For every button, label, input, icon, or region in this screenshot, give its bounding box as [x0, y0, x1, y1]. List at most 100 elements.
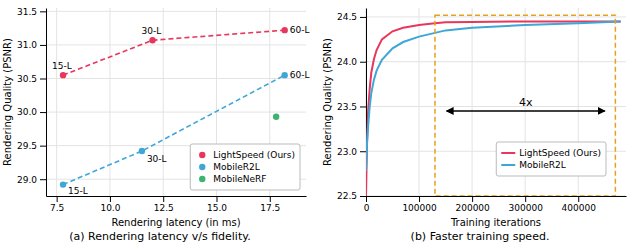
panel: 010000020000030000040000022.523.023.524.… [322, 8, 627, 243]
legend-item: LightSpeed (Ours) [501, 148, 601, 158]
series-point [281, 72, 287, 78]
legend-swatch [199, 176, 205, 182]
y-tick-label: 23.0 [337, 147, 357, 157]
series-point [281, 27, 287, 33]
y-tick-label: 31.5 [17, 7, 37, 17]
x-tick-label: 200000 [455, 203, 490, 213]
point-label: 60-L [290, 70, 310, 80]
legend-swatch [501, 164, 515, 166]
series-point [149, 37, 155, 43]
y-axis: 29.0 29.5 30.0 30.5 31.0 31.5 [17, 7, 47, 197]
x-axis-line [367, 196, 627, 197]
y-tick-mark [40, 179, 46, 180]
x-tick-mark [419, 196, 420, 202]
chart-title: (a) Rendering latency v/s fidelity. [69, 230, 250, 243]
grid-line-x [472, 8, 473, 196]
x-axis: 7.5 10.0 12.5 15.0 17.5 [47, 196, 307, 213]
y-tick-label: 23.5 [337, 102, 357, 112]
x-tick-mark [57, 196, 58, 202]
grid [366, 8, 626, 196]
y-axis-title: Rendering Quality (PSNR) [2, 38, 13, 166]
y-tick: 24.0 [337, 57, 366, 67]
y-tick: 29.5 [17, 141, 46, 151]
point-label: 30-L [147, 154, 167, 164]
y-tick-mark [40, 11, 46, 12]
x-tick-mark [163, 196, 164, 202]
x-tick: 7.5 [50, 196, 64, 213]
legend-label: MobileNeRF [213, 174, 266, 184]
y-tick: 30.0 [17, 107, 46, 117]
legend-swatch [501, 152, 515, 154]
series-line [366, 21, 621, 171]
x-tick: 400000 [562, 196, 597, 213]
x-axis-line [47, 196, 307, 197]
grid-line-x [109, 8, 110, 196]
y-axis-title: Rendering Quality (PSNR) [322, 38, 333, 166]
x-axis-title: Rendering latency (in ms) [111, 217, 240, 228]
series-line [366, 21, 621, 196]
chart-title: (b) Faster training speed. [411, 230, 550, 243]
x-tick-mark [472, 196, 473, 202]
legend-label: MobileR2L [213, 162, 260, 172]
grid-line-y [366, 106, 626, 107]
x-tick: 12.5 [154, 196, 174, 213]
plot: 010000020000030000040000022.523.023.524.… [322, 8, 627, 228]
y-tick-label: 24.0 [337, 57, 357, 67]
grid-line-x [56, 8, 57, 196]
grid-line-x [163, 8, 164, 196]
legend-swatch [199, 152, 205, 158]
x-tick-label: 300000 [509, 203, 544, 213]
grid [46, 8, 306, 196]
grid-line-y [46, 78, 306, 79]
y-tick-mark [360, 17, 366, 18]
legend-box [496, 142, 606, 176]
x-tick: 200000 [455, 196, 490, 213]
annotation-arrow [447, 110, 605, 111]
y-axis-line [46, 9, 47, 197]
x-tick: 10.0 [100, 196, 120, 213]
y-tick: 29.0 [17, 175, 46, 185]
series-point [273, 114, 279, 120]
annotation-texts: 4x [519, 96, 533, 109]
x-tick-label: 7.5 [50, 203, 64, 213]
y-tick: 22.5 [337, 191, 366, 201]
y-tick-mark [40, 112, 46, 113]
panel: 7.5 10.0 12.5 15.0 17.5 29.0 29.5 30.0 30.5 31.0 3… [2, 7, 309, 243]
x-tick: 17.5 [260, 196, 280, 213]
marks [60, 27, 288, 188]
x-tick-label: 15.0 [207, 203, 227, 213]
point-labels: 15-L30-L60-L15-L30-L60-L [52, 25, 309, 195]
y-tick: 23.0 [337, 147, 366, 157]
legend-label: MobileR2L [519, 160, 566, 170]
legend-label: LightSpeed (Ours) [213, 150, 295, 160]
legend-box [190, 144, 300, 190]
y-tick-label: 31.0 [17, 40, 37, 50]
y-axis: 22.5 23.0 23.5 24.0 24.5 [337, 9, 367, 202]
y-tick-label: 30.5 [17, 74, 37, 84]
y-tick: 23.5 [337, 102, 366, 112]
grid-line-y [46, 11, 306, 12]
series-point [60, 72, 66, 78]
series-point [139, 148, 145, 154]
x-tick-label: 10.0 [100, 203, 120, 213]
grid-line-y [46, 44, 306, 45]
legend-item: MobileR2L [199, 162, 260, 172]
x-tick: 100000 [402, 196, 437, 213]
series-point [60, 181, 66, 187]
y-tick-label: 22.5 [337, 191, 357, 201]
y-tick-mark [40, 45, 46, 46]
x-tick-label: 12.5 [154, 203, 174, 213]
x-tick: 15.0 [207, 196, 227, 213]
y-tick-mark [40, 146, 46, 147]
y-tick: 30.5 [17, 74, 46, 84]
annotation-text: 4x [519, 96, 533, 109]
x-tick-label: 100000 [402, 203, 437, 213]
x-tick: 300000 [509, 196, 544, 213]
y-tick-mark [360, 196, 366, 197]
annotation-box [435, 15, 615, 196]
y-tick: 31.0 [17, 40, 46, 50]
series-line [63, 75, 285, 184]
x-axis: 0100000200000300000400000 [364, 196, 627, 213]
x-tick-mark [216, 196, 217, 202]
y-tick-label: 24.5 [337, 12, 357, 22]
